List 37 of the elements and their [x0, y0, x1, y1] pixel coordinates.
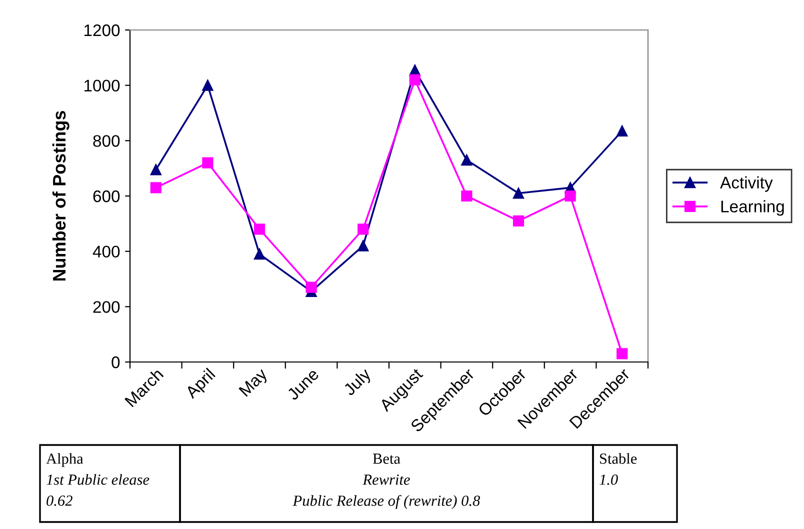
text: 1st Public elease [46, 474, 150, 485]
point [306, 282, 317, 293]
point [461, 154, 472, 166]
text: 1.0 [600, 474, 618, 485]
x-tick-label: July [342, 366, 374, 399]
text: 0.62 [46, 496, 72, 506]
point [254, 224, 266, 235]
point [512, 188, 524, 199]
point [461, 190, 472, 202]
point [202, 80, 214, 91]
text: Beta [372, 454, 400, 464]
point [358, 224, 369, 235]
y-tick-label: 1200 [84, 24, 120, 36]
point [616, 125, 628, 137]
legend-label: Learning [721, 200, 784, 216]
point [202, 157, 214, 168]
text: Public Release of (rewrite) 0.8 [292, 494, 480, 510]
point [616, 348, 628, 360]
text: Rewrite [362, 474, 410, 485]
point [564, 190, 576, 202]
point [512, 215, 524, 226]
point [409, 74, 420, 86]
y-axis-title: Number of Postings [52, 110, 70, 281]
point [254, 248, 266, 260]
y-tick-label: 800 [93, 135, 120, 147]
point [150, 182, 162, 194]
x-tick-label: May [238, 367, 270, 400]
y-tick-label: 600 [93, 190, 120, 202]
y-tick-label: 400 [92, 246, 120, 258]
y-tick-label: 0 [112, 356, 120, 368]
y-tick-label: 1000 [84, 80, 120, 92]
y-tick-label: 200 [93, 301, 120, 313]
legend-label: Activity [720, 176, 773, 192]
point [358, 240, 369, 252]
point [150, 164, 162, 176]
text: Alpha [46, 453, 84, 467]
text: Stable [600, 453, 637, 464]
